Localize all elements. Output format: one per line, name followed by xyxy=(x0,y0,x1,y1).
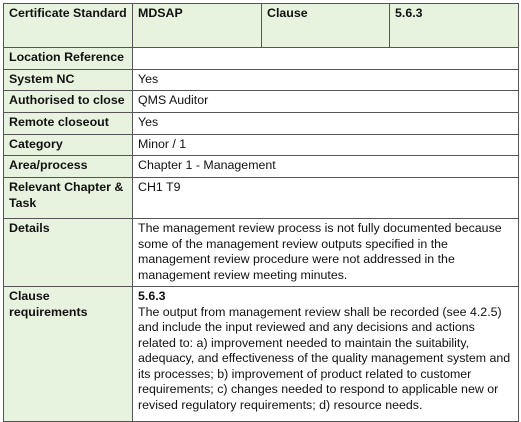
nc-table: Certificate Standard MDSAP Clause 5.6.3 … xyxy=(3,3,519,422)
label-cell: Location Reference xyxy=(3,47,133,70)
row: Area/process Chapter 1 - Management xyxy=(3,155,519,178)
value-text: CH1 T9 xyxy=(138,180,181,194)
value-text: Minor / 1 xyxy=(138,136,187,151)
value-text: Yes xyxy=(138,115,159,129)
header-row: Certificate Standard MDSAP Clause 5.6.3 xyxy=(3,3,519,48)
value-cell: 5.6.3 The output from management review s… xyxy=(132,286,519,422)
value-cell: Yes xyxy=(132,112,519,135)
label-cell: Clause requirements xyxy=(3,286,133,422)
row: Relevant Chapter & Task CH1 T9 xyxy=(3,177,519,219)
value-cell: Minor / 1 xyxy=(132,133,519,156)
label-cell: Area/process xyxy=(3,155,133,178)
value-text: The management review process is not ful… xyxy=(138,221,502,282)
row: Clause requirements 5.6.3 The output from … xyxy=(3,286,519,422)
row: Remote closeout Yes xyxy=(3,112,519,135)
label-cell: Authorised to close xyxy=(3,90,133,113)
value-cell: The management review process is not ful… xyxy=(132,218,519,287)
value-text: Yes xyxy=(138,71,159,86)
header-cell: Clause xyxy=(261,3,390,48)
value-cell: Chapter 1 - Management xyxy=(132,155,519,178)
value-cell xyxy=(132,47,519,70)
row: System NC Yes xyxy=(3,68,519,91)
value-cell: CH1 T9 xyxy=(132,177,519,219)
header-cell: Certificate Standard xyxy=(3,3,133,48)
header-cell: 5.6.3 xyxy=(389,3,519,48)
value-heading: 5.6.3 xyxy=(138,289,166,303)
value-text: The output from management review shall … xyxy=(138,304,511,412)
label-cell: Relevant Chapter & Task xyxy=(3,177,133,219)
label-cell: Remote closeout xyxy=(3,112,133,135)
label-cell: System NC xyxy=(3,68,133,91)
value-cell: QMS Auditor xyxy=(132,90,519,113)
value-cell: Yes xyxy=(132,68,519,91)
label-cell: Category xyxy=(3,133,133,156)
header-cell: MDSAP xyxy=(132,3,262,48)
label-cell: Details xyxy=(3,218,133,287)
table-body: Certificate Standard MDSAP Clause 5.6.3 … xyxy=(3,3,519,422)
row: Authorised to close QMS Auditor xyxy=(3,90,519,113)
row: Category Minor / 1 xyxy=(3,133,519,156)
value-text: Chapter 1 - Management xyxy=(138,158,276,172)
row: Details The management review process is … xyxy=(3,218,519,287)
value-text: QMS Auditor xyxy=(138,93,209,107)
row: Location Reference xyxy=(3,47,519,70)
